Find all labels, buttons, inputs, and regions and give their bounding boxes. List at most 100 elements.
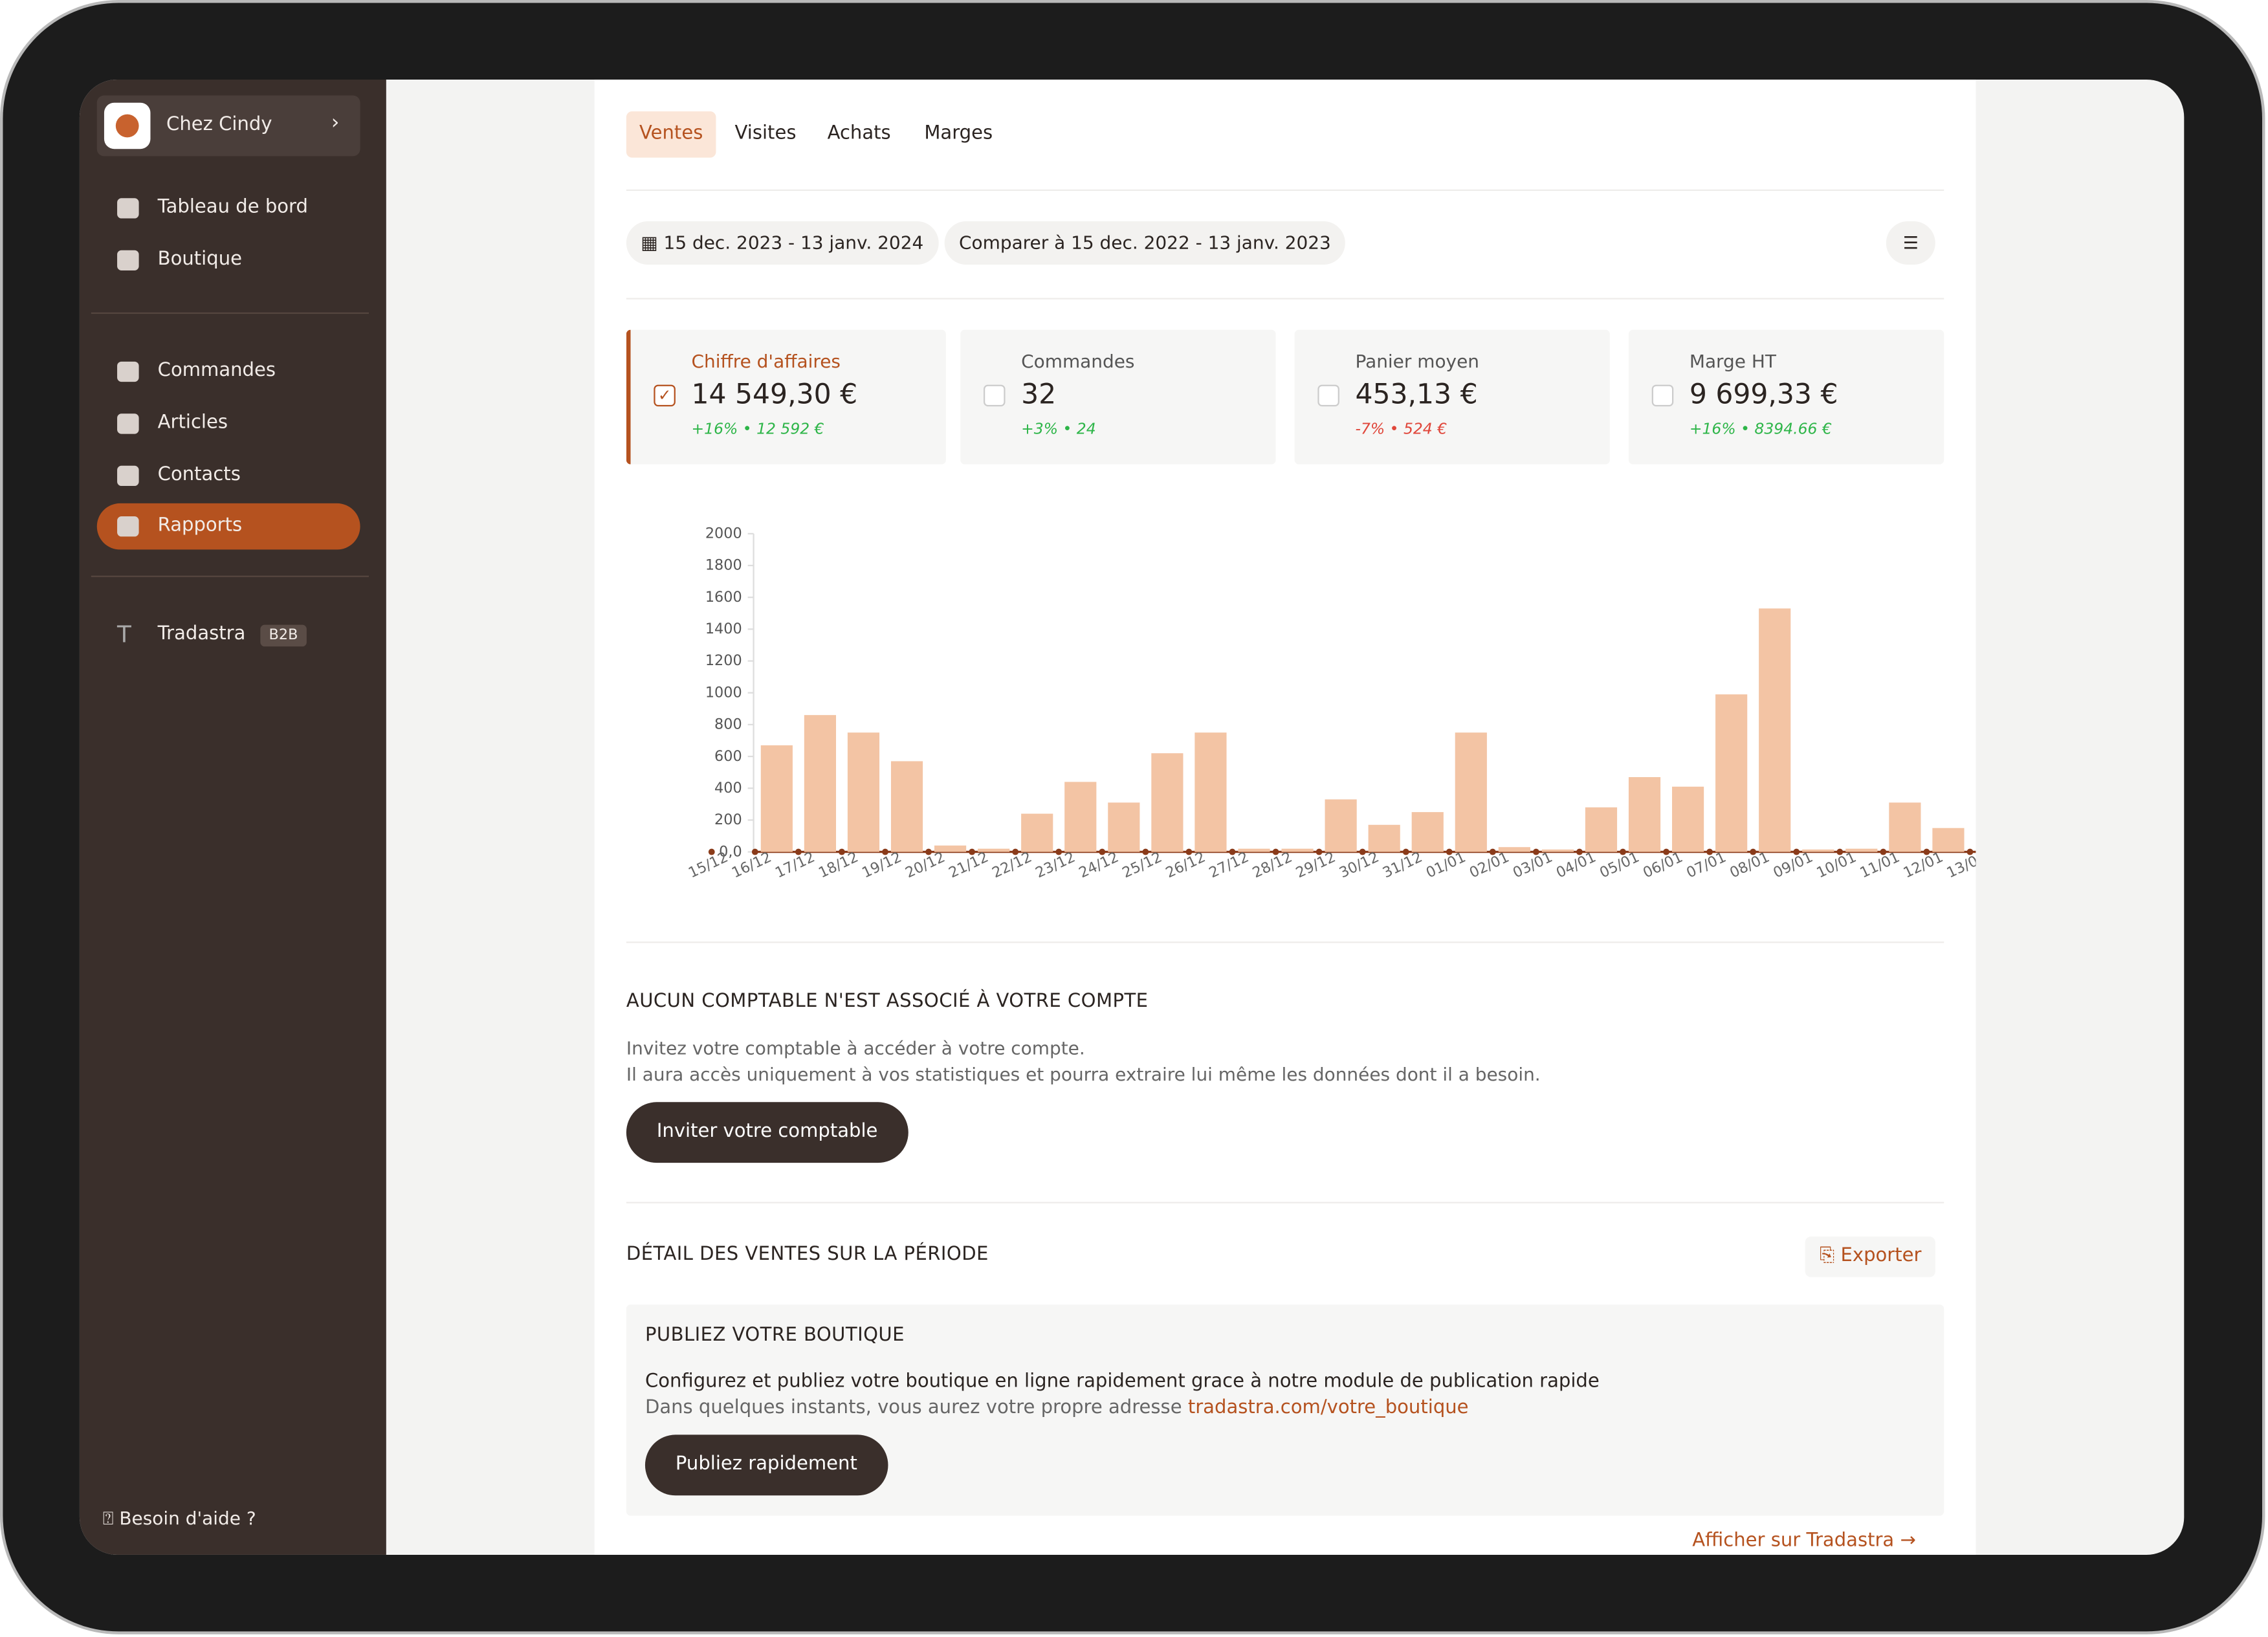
export-label: Exporter — [1840, 1245, 1922, 1268]
x-tick-label: 15/12 — [686, 849, 731, 882]
x-tick-label: 30/12 — [1337, 849, 1382, 882]
x-tick-label: 31/12 — [1380, 849, 1425, 882]
bar — [804, 715, 837, 852]
x-tick-label: 10/01 — [1814, 849, 1858, 882]
point — [1359, 848, 1366, 855]
bar — [1368, 824, 1400, 852]
box-text: Configurez et publiez votre boutique en … — [644, 1371, 1600, 1393]
point — [1142, 848, 1149, 855]
kpi-label: Panier moyen — [1355, 349, 1479, 372]
bar — [1672, 786, 1704, 852]
settings-button[interactable]: ☰ — [1886, 221, 1935, 265]
badge: B2B — [260, 624, 307, 647]
x-tick-label: 28/12 — [1250, 849, 1295, 882]
kpi-card[interactable]: Commandes 32 +3% • 24 — [960, 329, 1276, 465]
point — [1750, 848, 1757, 855]
kpi-value: 32 — [1021, 379, 1057, 411]
bar — [978, 848, 1010, 852]
nav-item[interactable]: Boutique — [97, 237, 360, 284]
y-tick-label: 400 — [714, 780, 742, 797]
kpi-card[interactable]: Panier moyen 453,13 € -7% • 524 € — [1294, 329, 1610, 465]
checkbox[interactable] — [1317, 384, 1339, 407]
brand-name: Tradastra — [157, 623, 246, 645]
tab[interactable]: Achats — [827, 123, 891, 145]
bar — [1628, 777, 1661, 852]
x-tick-label: 01/01 — [1424, 849, 1468, 882]
logo-dot — [115, 114, 139, 138]
export-button[interactable]: ⎘ Exporter — [1805, 1236, 1936, 1277]
subtext: Dans quelques instants, vous aurez votre… — [644, 1397, 1182, 1419]
checkbox[interactable] — [984, 384, 1006, 407]
kpi-label: Chiffre d'affaires — [691, 349, 841, 372]
divider — [626, 298, 1944, 300]
point — [1099, 848, 1106, 855]
nav-item[interactable]: Articles — [97, 401, 360, 447]
bar — [1281, 848, 1314, 852]
nav-label: Articles — [157, 412, 228, 434]
publish-box: PUBLIEZ VOTRE BOUTIQUE Configurez et pub… — [626, 1304, 1944, 1516]
x-tick-label: 27/12 — [1207, 849, 1251, 882]
invite-button[interactable]: Inviter votre comptable — [626, 1102, 908, 1163]
kpi-delta: -7% • 524 € — [1355, 421, 1448, 439]
shop-switcher[interactable]: Chez Cindy › — [96, 95, 360, 157]
publish-button[interactable]: Publiez rapidement — [644, 1434, 888, 1496]
brand-item[interactable]: T Tradastra B2B — [97, 612, 360, 659]
tab[interactable]: Marges — [924, 123, 993, 145]
divider — [626, 941, 1944, 943]
tab[interactable]: Visites — [734, 123, 797, 145]
x-tick-label: 13/01 — [1944, 849, 1976, 882]
bar — [934, 845, 967, 852]
nav-icon — [117, 516, 139, 537]
checkbox-checked[interactable]: ✓ — [654, 384, 676, 407]
nav-label: Rapports — [157, 514, 243, 537]
bar — [1325, 799, 1357, 852]
checkbox[interactable] — [1651, 384, 1674, 407]
period-filter[interactable]: ▦ 15 dec. 2023 - 13 janv. 2024 — [626, 221, 938, 265]
section-title: DÉTAIL DES VENTES SUR LA PÉRIODE — [626, 1244, 989, 1266]
point — [751, 848, 758, 855]
point — [1012, 848, 1019, 855]
text-line: Invitez votre comptable à accéder à votr… — [626, 1037, 1085, 1059]
content-panel: Ventes Visites Achats Marges ▦ 15 dec. 2… — [594, 79, 1976, 1555]
bar — [1889, 802, 1921, 852]
help-link[interactable]: ⍰ Besoin d'aide ? — [102, 1507, 256, 1529]
nav-item[interactable]: Commandes — [97, 349, 360, 395]
compare-filter[interactable]: Comparer à 15 dec. 2022 - 13 janv. 2023 — [944, 221, 1346, 265]
point — [969, 848, 976, 855]
link[interactable]: tradastra.com/votre_boutique — [1187, 1397, 1469, 1419]
nav-label: Tableau de bord — [157, 197, 308, 219]
point — [1229, 848, 1236, 855]
x-tick-label: 18/12 — [816, 849, 861, 882]
nav-item[interactable]: Tableau de bord — [97, 185, 360, 232]
kpi-delta: +3% • 24 — [1021, 421, 1096, 439]
nav-item[interactable]: Contacts — [97, 453, 360, 500]
y-tick-label: 800 — [714, 716, 742, 733]
box-subtext: Dans quelques instants, vous aurez votre… — [645, 1397, 1469, 1419]
x-tick-label: 07/01 — [1684, 849, 1728, 882]
separator — [91, 312, 369, 314]
x-tick-label: 11/01 — [1857, 849, 1902, 882]
point — [1966, 848, 1974, 855]
shop-name: Chez Cindy — [166, 114, 272, 137]
footer-link[interactable]: Afficher sur Tradastra → — [1692, 1530, 1916, 1552]
bar — [1715, 694, 1748, 852]
x-tick-label: 08/01 — [1727, 849, 1772, 882]
bar — [1932, 828, 1965, 852]
tab-active[interactable]: Ventes — [626, 111, 716, 158]
kpi-delta: +16% • 12 592 € — [691, 421, 824, 439]
y-tick-label: 600 — [714, 748, 742, 765]
kpi-card[interactable]: ✓ Chiffre d'affaires 14 549,30 € +16% • 12 … — [626, 329, 946, 465]
x-tick-label: 21/12 — [946, 849, 991, 882]
kpi-card[interactable]: Marge HT 9 699,33 € +16% • 8394.66 € — [1628, 329, 1944, 465]
section-title: AUCUN COMPTABLE N'EST ASSOCIÉ À VOTRE CO… — [626, 991, 1149, 1013]
bar — [1455, 732, 1487, 852]
nav-item-active[interactable]: Rapports — [96, 503, 360, 550]
nav-icon — [117, 250, 139, 271]
x-tick-label: 12/01 — [1901, 849, 1946, 882]
bar — [1802, 849, 1834, 852]
bar — [1498, 847, 1530, 852]
point — [1446, 848, 1453, 855]
bar — [847, 732, 880, 852]
point — [839, 848, 845, 855]
x-tick-label: 23/12 — [1033, 849, 1077, 882]
